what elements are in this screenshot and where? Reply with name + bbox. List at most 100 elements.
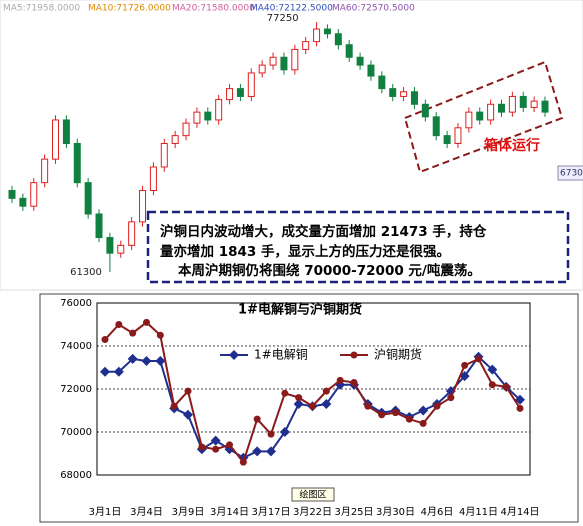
x-tick-label: 3月17日 [251, 506, 290, 518]
candle-body [128, 221, 136, 246]
point [212, 445, 220, 453]
candle-body [497, 103, 505, 113]
point [239, 458, 247, 466]
plot-area-label: 绘图区 [299, 489, 326, 501]
candle-body [182, 122, 190, 137]
point [266, 446, 276, 457]
candle-body [117, 244, 125, 254]
candle-body [465, 111, 473, 129]
point [350, 379, 358, 387]
kline-chart: MA5:71958.0000 MA10:71726.0000 MA20:71580.… [3, 4, 583, 279]
point [183, 409, 193, 420]
point [336, 376, 344, 384]
candle-body [204, 111, 212, 121]
point [515, 394, 525, 405]
x-tick-label: 3月22日 [293, 506, 332, 518]
edge-tag [557, 165, 583, 181]
y-tick-label: 70000 [60, 427, 92, 438]
candle-body [30, 182, 38, 207]
candle-body [454, 127, 462, 144]
candle-body [389, 88, 397, 97]
point [281, 389, 289, 397]
candle-body [226, 88, 234, 101]
note-line: 本周沪期铜仍将围绕 70000-72000 元/吨震荡。 [178, 262, 481, 279]
point [364, 402, 372, 410]
point [279, 427, 290, 437]
edge-label: 6730 [560, 169, 583, 179]
candle-body [269, 56, 277, 66]
point [378, 411, 386, 419]
box-label: 箱体运行 [484, 137, 540, 154]
legend-entry: MA60:72570.5000 [332, 4, 415, 14]
candle-body [62, 119, 70, 144]
candle-body [378, 75, 386, 90]
point [170, 402, 178, 410]
candle-body [160, 142, 168, 168]
plot-area [96, 302, 531, 476]
candle-body [84, 182, 92, 215]
y-tick-label: 76000 [60, 298, 92, 309]
point [405, 415, 413, 423]
point [309, 402, 316, 410]
candle-body [541, 100, 549, 113]
x-tick-label: 3月9日 [172, 506, 205, 518]
candle-body [19, 197, 27, 207]
point [115, 321, 123, 328]
candle-body [291, 48, 299, 71]
point [252, 446, 263, 457]
x-tick-label: 3月30日 [376, 506, 415, 518]
candle-body [8, 189, 16, 199]
point [156, 331, 164, 339]
point [418, 405, 429, 416]
note-line: 沪铜日内波动增大，成交量方面增加 21473 手，持仓 [160, 223, 487, 240]
x-tick-label: 3月4日 [130, 506, 163, 518]
candle-body [258, 64, 266, 74]
candle-body [313, 28, 321, 43]
point [143, 318, 150, 326]
legend-label: 1#电解铜 [254, 347, 308, 362]
point [433, 402, 441, 410]
candle-body [302, 41, 310, 50]
point [475, 355, 482, 363]
x-tick-label: 4月6日 [421, 506, 454, 518]
point [141, 356, 152, 367]
candle-body [400, 91, 408, 97]
candle-body [530, 100, 538, 108]
point [226, 441, 233, 449]
point [100, 366, 110, 377]
point [392, 409, 399, 417]
plot-area-tag [291, 487, 335, 502]
low-label: 61300 [70, 267, 102, 278]
point [502, 383, 510, 391]
point [461, 361, 469, 369]
point [101, 336, 109, 344]
y-tick-label: 68000 [60, 470, 92, 481]
candle-body [171, 135, 179, 144]
candle-body [247, 72, 255, 97]
candle-body [345, 44, 353, 58]
point [295, 394, 303, 402]
candle-body [432, 116, 440, 137]
legend-entry: MA10:71726.0000 [88, 4, 171, 14]
candle-body [106, 237, 114, 254]
y-tick-label: 72000 [60, 384, 92, 395]
candle-body [236, 88, 244, 97]
box-outline [403, 60, 564, 174]
legend-entry: MA5:71958.0000 [3, 4, 80, 14]
candle-body [193, 111, 201, 124]
candle-body [410, 91, 418, 105]
candle-body [323, 28, 331, 35]
x-tick-label: 4月11日 [459, 506, 498, 518]
x-tick-label: 4月14日 [500, 506, 539, 518]
candle-body [52, 119, 60, 160]
chart-title: 1#电解铜与沪铜期货 [238, 302, 362, 318]
legend-label: 沪铜期货 [374, 347, 422, 362]
legend-entry: MA20:71580.0000 [172, 4, 255, 14]
candle-body [95, 213, 103, 239]
candle-body [139, 189, 147, 223]
point [198, 443, 206, 451]
point [155, 356, 166, 367]
point [516, 404, 524, 412]
candle-body [508, 95, 516, 113]
